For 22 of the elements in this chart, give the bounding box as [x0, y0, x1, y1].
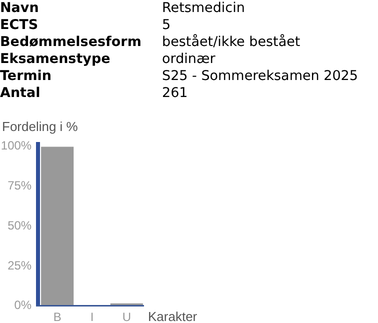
text: Bedømmelsesform	[0, 34, 142, 51]
text: 261	[162, 85, 189, 102]
y-tick-label: 25%	[8, 258, 32, 272]
y-tick-label: 50%	[8, 218, 32, 232]
x-tick-label: U	[122, 310, 132, 323]
y-tick-label: 75%	[8, 178, 32, 192]
x-axis-title: Karakter	[148, 309, 198, 323]
y-tick-label: 100%	[0, 138, 32, 152]
y-tick-label: 0%	[14, 298, 32, 312]
text: bestået/ikke bestået	[162, 34, 302, 51]
text: Navn	[0, 0, 40, 17]
text: 5	[162, 17, 172, 34]
text: Termin	[0, 68, 53, 85]
text: ordinær	[162, 51, 216, 68]
text: Antal	[0, 85, 42, 102]
text: Retsmedicin	[162, 0, 246, 17]
text: Eksamenstype	[0, 51, 112, 68]
text: S25 - Sommereksamen 2025	[162, 68, 358, 85]
y-axis-title: Fordeling i %	[2, 119, 78, 134]
text: ECTS	[0, 17, 40, 34]
x-tick-label: B	[53, 310, 62, 323]
x-tick-label: I	[90, 310, 94, 323]
